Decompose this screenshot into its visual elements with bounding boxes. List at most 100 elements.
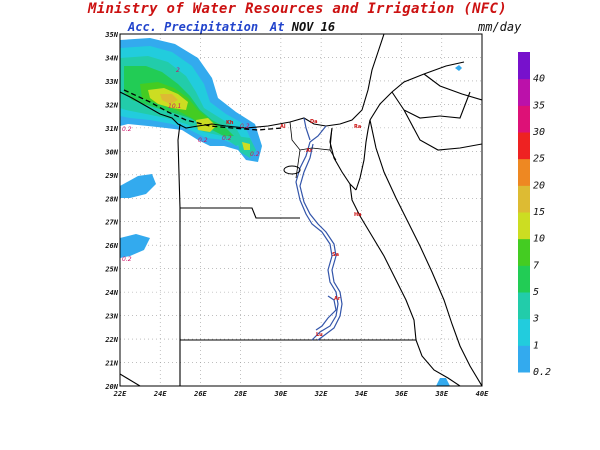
- latitude-tick-label: 30N: [104, 148, 118, 156]
- libya-sudan-border: [120, 373, 141, 386]
- colorbar-level-label: 3: [532, 314, 539, 325]
- city-label: Ra: [354, 124, 361, 130]
- units-label: mm/day: [478, 20, 522, 34]
- colorbar-swatch: [518, 212, 530, 240]
- city-label: Ha: [354, 212, 362, 218]
- nile-east-bank: [299, 143, 343, 341]
- governorate-lines: [289, 121, 337, 179]
- colorbar-swatch: [518, 345, 530, 373]
- colorbar-level-label: 10: [533, 234, 545, 245]
- latitude-tick-label: 27N: [104, 219, 118, 227]
- fayoum-lake: [283, 165, 301, 175]
- map-subtitle: Acc. Precipitation At NOV 16: [128, 20, 335, 34]
- city-markers: Al Da Kh Ra Ar Ha Sa Ar Lu: [226, 119, 362, 338]
- city-label: Ar: [334, 296, 341, 302]
- saudi-borders: [423, 73, 482, 119]
- longitude-tick-label: 26E: [193, 390, 207, 398]
- colorbar-level-label: 20: [533, 180, 545, 191]
- storm-track: [123, 89, 283, 131]
- precip-blob-west-1: [120, 174, 156, 198]
- longitude-tick-label: 22E: [113, 390, 127, 398]
- longitude-tick-label: 36E: [394, 390, 408, 398]
- longitude-tick-label: 32E: [314, 390, 328, 398]
- colorbar-level-label: 1: [533, 340, 539, 351]
- egypt-libya-border: [177, 123, 181, 386]
- mediterranean-coastline: [120, 34, 385, 129]
- city-label: Kh: [226, 120, 234, 126]
- colorbar-swatch: [518, 52, 530, 80]
- subtitle-at: At: [270, 20, 285, 34]
- colorbar-level-label: 35: [532, 100, 545, 111]
- latitude-tick-label: 28N: [104, 195, 118, 203]
- latitude-tick-label: 21N: [104, 360, 118, 368]
- city-label: Al: [280, 124, 286, 130]
- libya-internal-boundary: [180, 207, 300, 219]
- colorbar-swatch: [518, 318, 530, 346]
- gulf-of-suez-coast: [329, 127, 357, 191]
- precip-blob-qattara-inner: [242, 142, 250, 150]
- latitude-tick-label: 34N: [104, 54, 118, 62]
- latitude-tick-label: 33N: [104, 78, 118, 86]
- colorbar-swatch: [518, 132, 530, 160]
- map-frame: [119, 33, 483, 387]
- lake-nasser: [315, 295, 337, 331]
- contour-value-label: 0.2: [240, 123, 250, 130]
- contour-value-label: 10.1: [168, 103, 181, 110]
- colorbar-level-label: 5: [533, 287, 539, 298]
- red-sea-west-coast: [349, 183, 461, 386]
- contour-value-label: 0.2: [122, 256, 132, 263]
- latitude-tick-label: 32N: [104, 101, 118, 109]
- longitude-tick-label: 38E: [434, 390, 448, 398]
- longitude-tick-label: 34E: [354, 390, 368, 398]
- latitude-tick-label: 35N: [104, 31, 118, 39]
- city-label: Sa: [332, 252, 339, 258]
- colorbar-swatch: [518, 78, 530, 106]
- contour-value-label: 0.2: [122, 126, 132, 133]
- precip-contour-15: [160, 94, 178, 104]
- gulf-of-aqaba-coast: [355, 119, 371, 191]
- red-sea-east-coast: [369, 119, 482, 386]
- precipitation-shading: [120, 38, 462, 386]
- contour-value-label: 2: [176, 67, 180, 74]
- contour-value-label: 0.2: [250, 151, 260, 158]
- colorbar-swatch: [518, 265, 530, 293]
- contour-value-label: 0.2: [222, 135, 232, 142]
- boundaries: [120, 34, 482, 386]
- colorbar-level-label: 7: [533, 260, 539, 271]
- colorbar-level-label: 15: [533, 207, 545, 218]
- precip-blob-northeast: [455, 65, 462, 71]
- colorbar-swatch: [518, 185, 530, 213]
- latitude-tick-label: 22N: [104, 336, 118, 344]
- city-label: Ar: [306, 148, 313, 154]
- colorbar-level-label: 40: [533, 74, 545, 85]
- map-title: Ministry of Water Resources and Irrigati…: [88, 1, 507, 17]
- colorbar-level-label: 0.2: [533, 367, 551, 378]
- precip-blob-southeast: [436, 378, 450, 386]
- latitude-tick-label: 29N: [104, 172, 118, 180]
- colorbar-swatch: [518, 238, 530, 266]
- longitude-tick-label: 24E: [153, 390, 167, 398]
- contour-value-labels: 0.2 2 10.1 0.2 0.2 0.2 0.2 0.2: [122, 67, 260, 263]
- city-label: Da: [310, 119, 318, 125]
- city-label: Lu: [316, 332, 323, 338]
- latitude-tick-label: 23N: [104, 313, 118, 321]
- colorbar-level-label: 25: [533, 154, 545, 165]
- longitude-labels: 22E 24E 26E 28E 30E 32E 34E 36E 38E 40E: [113, 390, 489, 398]
- latitude-tick-label: 26N: [104, 242, 118, 250]
- longitude-tick-label: 30E: [274, 390, 288, 398]
- nile-delta-branches: [303, 117, 327, 143]
- subtitle-label: Acc. Precipitation: [128, 20, 259, 34]
- subtitle-date: NOV 16: [291, 20, 336, 34]
- colorbar-swatch: [518, 105, 530, 133]
- precip-blob-west-2: [120, 234, 150, 258]
- colorbar-level-label: 30: [532, 127, 545, 138]
- nile-main-channel: [295, 141, 339, 341]
- latitude-tick-label: 25N: [104, 266, 118, 274]
- longitude-tick-label: 40E: [476, 390, 489, 398]
- colorbar-swatch: [518, 158, 530, 186]
- colorbar-swatch: [518, 292, 530, 320]
- nile-river: [283, 117, 343, 341]
- latitude-tick-label: 31N: [104, 125, 118, 133]
- contour-value-label: 0.2: [198, 137, 208, 144]
